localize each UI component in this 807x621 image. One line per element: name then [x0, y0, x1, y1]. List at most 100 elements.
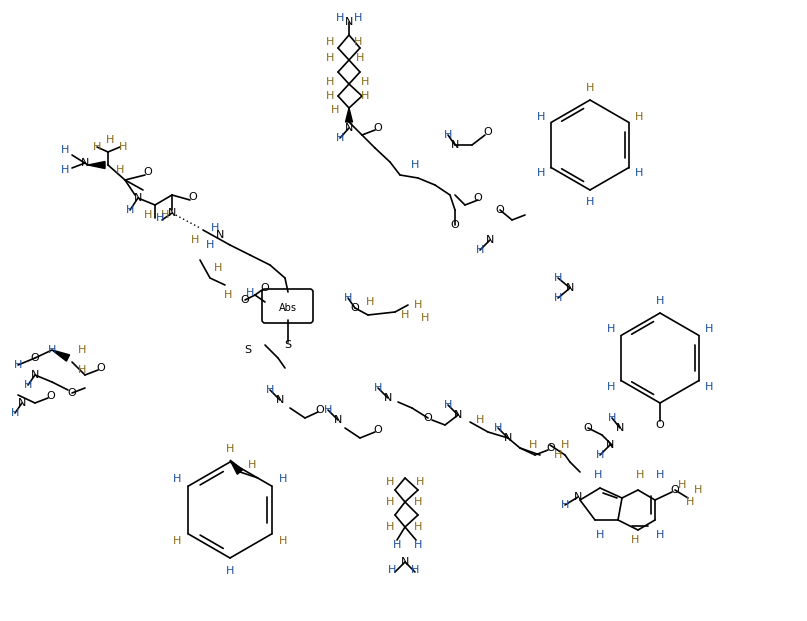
Text: H: H: [116, 165, 124, 175]
Text: H: H: [226, 566, 234, 576]
Text: O: O: [144, 167, 153, 177]
Text: H: H: [366, 297, 374, 307]
Text: H: H: [161, 210, 169, 220]
Text: O: O: [374, 123, 383, 133]
Text: S: S: [284, 340, 291, 350]
Text: H: H: [326, 53, 334, 63]
Text: N: N: [606, 440, 614, 450]
Text: H: H: [678, 480, 686, 490]
Text: H: H: [635, 168, 643, 178]
Text: O: O: [189, 192, 198, 202]
Text: H: H: [444, 400, 452, 410]
Polygon shape: [52, 350, 69, 361]
Text: H: H: [606, 381, 615, 391]
Text: H: H: [414, 540, 422, 550]
Text: N: N: [566, 283, 575, 293]
Text: H: H: [416, 477, 424, 487]
FancyBboxPatch shape: [262, 289, 313, 323]
Text: H: H: [414, 497, 422, 507]
Text: O: O: [495, 205, 504, 215]
Text: N: N: [345, 17, 353, 27]
Text: O: O: [483, 127, 492, 137]
Text: H: H: [554, 293, 562, 303]
Text: H: H: [61, 145, 69, 155]
Text: H: H: [173, 474, 182, 484]
Text: O: O: [671, 485, 679, 495]
Text: H: H: [537, 112, 545, 122]
Text: N: N: [616, 423, 624, 433]
Polygon shape: [345, 108, 353, 122]
Text: H: H: [393, 540, 401, 550]
Text: H: H: [636, 470, 644, 480]
Text: H: H: [353, 13, 362, 23]
Text: O: O: [546, 443, 555, 453]
Text: H: H: [10, 408, 19, 418]
Text: H: H: [278, 474, 287, 484]
Text: H: H: [331, 105, 339, 115]
Text: H: H: [586, 197, 594, 207]
Text: H: H: [656, 470, 664, 480]
Text: N: N: [454, 410, 462, 420]
Text: H: H: [494, 423, 502, 433]
Text: H: H: [156, 213, 164, 223]
Text: H: H: [144, 210, 153, 220]
Text: H: H: [326, 91, 334, 101]
Text: N: N: [451, 140, 459, 150]
Text: H: H: [476, 415, 484, 425]
Text: H: H: [561, 440, 569, 450]
Text: H: H: [356, 53, 364, 63]
Text: H: H: [656, 530, 664, 540]
Text: H: H: [24, 380, 32, 390]
Text: H: H: [476, 245, 484, 255]
Text: S: S: [245, 345, 252, 355]
Text: H: H: [444, 130, 452, 140]
Text: H: H: [126, 205, 134, 215]
Text: H: H: [411, 565, 419, 575]
Text: H: H: [686, 497, 694, 507]
Text: O: O: [424, 413, 433, 423]
Text: H: H: [326, 77, 334, 87]
Text: O: O: [47, 391, 56, 401]
Text: H: H: [246, 288, 254, 298]
Text: O: O: [97, 363, 106, 373]
Text: H: H: [596, 530, 604, 540]
Text: H: H: [694, 485, 702, 495]
Text: H: H: [705, 325, 713, 335]
Text: H: H: [93, 142, 101, 152]
Text: H: H: [48, 345, 56, 355]
Text: N: N: [574, 492, 582, 502]
Text: H: H: [388, 565, 396, 575]
Text: H: H: [594, 470, 602, 480]
Text: H: H: [336, 13, 345, 23]
Text: H: H: [206, 240, 214, 250]
Text: H: H: [336, 133, 345, 143]
Text: H: H: [77, 345, 86, 355]
Text: N: N: [215, 230, 224, 240]
Text: O: O: [240, 295, 249, 305]
Text: N: N: [345, 123, 353, 133]
Text: N: N: [401, 557, 409, 567]
Text: H: H: [361, 91, 369, 101]
Text: H: H: [211, 223, 220, 233]
Text: H: H: [106, 135, 114, 145]
Text: O: O: [474, 193, 483, 203]
Text: O: O: [261, 283, 270, 293]
Text: N: N: [18, 398, 26, 408]
Text: H: H: [635, 112, 643, 122]
Text: H: H: [248, 460, 256, 470]
Text: H: H: [61, 165, 69, 175]
Text: H: H: [226, 444, 234, 454]
Text: H: H: [173, 535, 182, 545]
Text: H: H: [344, 293, 352, 303]
Text: N: N: [168, 208, 176, 218]
Text: H: H: [608, 413, 617, 423]
Text: N: N: [504, 433, 512, 443]
Text: H: H: [554, 450, 562, 460]
Text: H: H: [266, 385, 274, 395]
Text: O: O: [68, 388, 77, 398]
Text: H: H: [77, 365, 86, 375]
Text: H: H: [324, 405, 332, 415]
Text: H: H: [361, 77, 369, 87]
Text: N: N: [334, 415, 342, 425]
Text: H: H: [386, 522, 394, 532]
